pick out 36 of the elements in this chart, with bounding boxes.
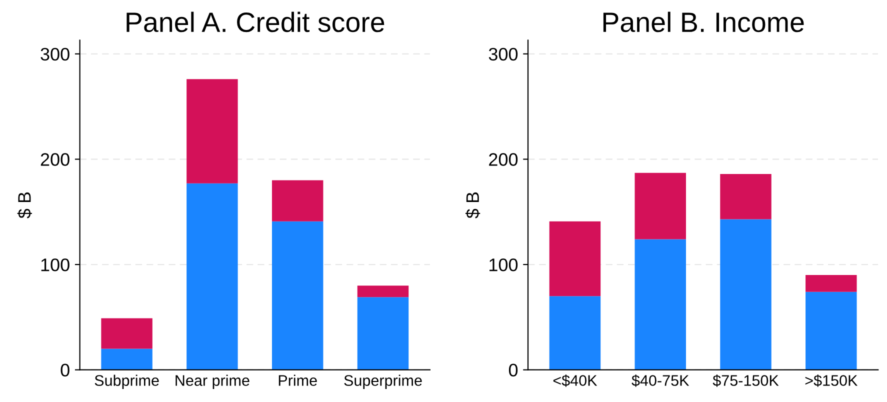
bar [720, 174, 772, 220]
y-tick-label: 100 [490, 258, 518, 272]
bar [272, 180, 324, 222]
chart-title: Panel A. Credit score [126, 12, 384, 32]
bar [186, 183, 238, 370]
y-tick-label: 100 [41, 258, 70, 272]
y-tick-label: 0 [508, 364, 518, 377]
y-axis-title: $ B [465, 192, 480, 218]
x-tick-label: <$40K [553, 374, 598, 387]
y-tick-label: 200 [40, 153, 70, 166]
y-tick-label: 300 [40, 48, 70, 61]
chart-title: Panel B. Income [603, 12, 804, 32]
bar [634, 239, 686, 370]
y-tick-label: 300 [488, 48, 518, 61]
x-tick-label: Prime [278, 374, 317, 386]
bar [357, 297, 409, 370]
bar [101, 318, 152, 349]
bar [272, 221, 324, 370]
bar [357, 286, 409, 298]
x-tick-label: $75-150K [712, 374, 779, 387]
bar [101, 348, 152, 370]
bar [806, 275, 857, 292]
x-tick-label: Subprime [94, 374, 159, 389]
bar [186, 79, 238, 184]
bar [806, 292, 857, 370]
y-tick-label: 200 [489, 153, 518, 166]
y-axis-title: $ B [17, 192, 32, 218]
x-tick-label: Superprime [344, 374, 422, 389]
bar [634, 172, 686, 240]
bar [720, 219, 772, 370]
bar [549, 221, 601, 296]
x-tick-label: Near prime [176, 374, 250, 389]
x-tick-label: >$150K [805, 374, 858, 387]
bar [549, 296, 601, 370]
x-tick-label: $40-75K [632, 374, 690, 387]
y-tick-label: 0 [60, 364, 70, 377]
